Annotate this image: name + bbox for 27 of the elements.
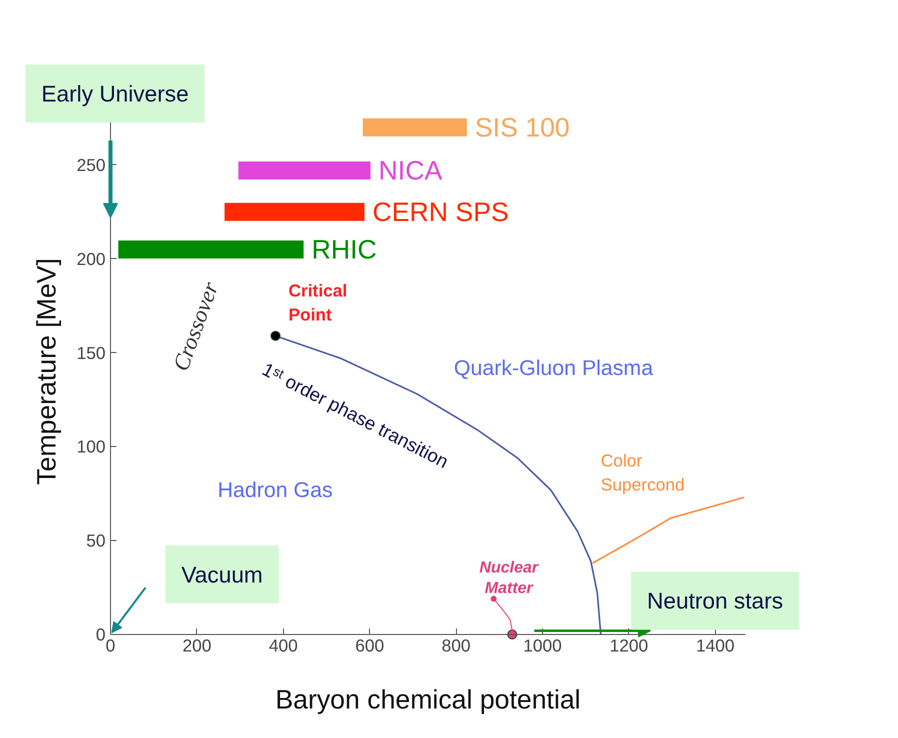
text: Early Universe	[41, 80, 189, 107]
annotation: Vacuum	[181, 561, 263, 588]
x-tick-label: 1200	[610, 636, 648, 656]
y-tick-label: 250	[76, 154, 106, 175]
annotation: Nuclear Matter	[479, 559, 539, 597]
x-axis-title: Baryon chemical potential	[275, 684, 581, 714]
annotation: Critical Point	[288, 280, 348, 325]
y-axis-title: Temperature [MeV]	[32, 258, 62, 485]
annotation: Neutron stars	[647, 588, 784, 614]
x-tick-label: 800	[442, 636, 471, 656]
x-tick-label: 1400	[696, 636, 735, 656]
series-label: CERN SPS	[372, 196, 509, 227]
y-tick-label: 50	[86, 530, 106, 551]
line-series	[592, 496, 746, 564]
y-tick-label: 100	[76, 436, 106, 457]
x-tick-label: 1000	[523, 636, 562, 656]
series-label: RHIC	[312, 234, 377, 264]
series-label: SIS 100	[474, 112, 570, 142]
x-tick-label: 200	[182, 636, 212, 656]
annotation: Color Supercond	[600, 450, 685, 494]
y-tick-label: 150	[76, 342, 106, 363]
x-tick-label: 600	[355, 636, 384, 656]
annotation: Quark-Gluon Plasma	[454, 356, 654, 380]
y-tick-label: 200	[76, 248, 106, 269]
x-tick-label: 400	[268, 636, 298, 656]
annotation: Hadron Gas	[218, 478, 333, 502]
series-label: NICA	[378, 156, 442, 186]
